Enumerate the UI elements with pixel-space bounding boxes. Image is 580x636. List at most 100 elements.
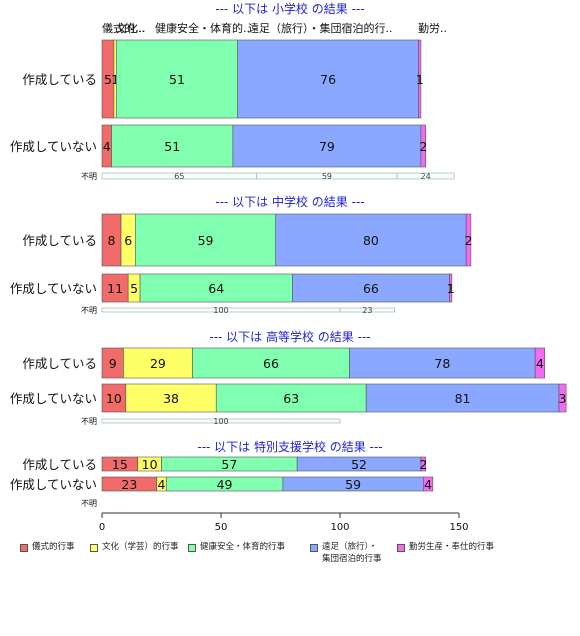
row-label: 作成していない bbox=[10, 139, 97, 154]
data-label: 10 bbox=[106, 391, 122, 406]
row-label: 作成している bbox=[22, 233, 97, 248]
data-label: 100 bbox=[213, 306, 228, 315]
data-label: 1 bbox=[111, 72, 119, 87]
x-tick-label: 100 bbox=[330, 522, 349, 533]
bar-segment bbox=[101, 273, 129, 303]
legend-swatch bbox=[310, 544, 318, 552]
data-label: 4 bbox=[424, 477, 432, 492]
data-label: 2 bbox=[419, 139, 427, 154]
header-category-label: 勤労.. bbox=[418, 21, 447, 35]
panel-title: --- 以下は 高等学校 の結果 --- bbox=[209, 329, 370, 344]
data-label: 51 bbox=[169, 72, 185, 87]
data-label: 23 bbox=[121, 477, 137, 492]
data-label: 51 bbox=[164, 139, 180, 154]
bar-segment bbox=[422, 476, 434, 492]
bar-segment bbox=[115, 39, 238, 119]
bar-segment bbox=[418, 39, 422, 119]
data-label: 57 bbox=[221, 457, 237, 472]
row-label-unknown: 不明 bbox=[81, 306, 97, 315]
legend-item: 遠足（旅行）・ 集団宿泊的行事 bbox=[310, 541, 382, 565]
data-label: 59 bbox=[322, 172, 332, 181]
data-label: 64 bbox=[208, 281, 224, 296]
bar-segment bbox=[101, 418, 341, 424]
data-label: 80 bbox=[363, 233, 379, 248]
row-label: 作成している bbox=[22, 457, 97, 472]
panel-title: --- 以下は 小学校 の結果 --- bbox=[215, 1, 364, 16]
bar-segment bbox=[465, 213, 472, 267]
data-label: 59 bbox=[345, 477, 361, 492]
data-label: 100 bbox=[213, 417, 228, 426]
legend-label: 勤労生産・奉仕的行事 bbox=[409, 542, 495, 552]
data-label: 2 bbox=[419, 457, 427, 472]
bar-segment bbox=[534, 347, 545, 379]
legend-swatch bbox=[20, 544, 28, 552]
bar-segment bbox=[232, 124, 422, 168]
legend-item: 儀式的行事 bbox=[20, 541, 75, 553]
data-label: 59 bbox=[198, 233, 214, 248]
data-label: 23 bbox=[362, 306, 372, 315]
data-label: 5 bbox=[104, 72, 112, 87]
data-label: 4 bbox=[158, 477, 166, 492]
legend-swatch bbox=[188, 544, 196, 552]
data-label: 11 bbox=[107, 281, 123, 296]
data-label: 81 bbox=[455, 391, 471, 406]
header-category-label: 儀式的... bbox=[102, 21, 146, 35]
data-label: 79 bbox=[319, 139, 335, 154]
data-label: 78 bbox=[434, 356, 450, 371]
bar-segment bbox=[139, 273, 293, 303]
row-label-unknown: 不明 bbox=[81, 499, 97, 508]
data-label: 9 bbox=[109, 356, 117, 371]
row-label: 作成していない bbox=[10, 281, 97, 296]
bar-segment bbox=[215, 383, 367, 413]
data-label: 29 bbox=[150, 356, 166, 371]
bar-segment bbox=[123, 347, 193, 379]
data-label: 5 bbox=[130, 281, 138, 296]
panel-title: --- 以下は 中学校 の結果 --- bbox=[215, 194, 364, 209]
data-label: 4 bbox=[103, 139, 111, 154]
bar-segment bbox=[192, 347, 350, 379]
data-label: 15 bbox=[112, 457, 128, 472]
data-label: 52 bbox=[351, 457, 367, 472]
legend-swatch bbox=[90, 544, 98, 552]
row-label: 作成している bbox=[22, 72, 97, 87]
data-label: 49 bbox=[217, 477, 233, 492]
row-label-unknown: 不明 bbox=[81, 172, 97, 181]
header-category-label: 健康安全・体育的.. bbox=[155, 21, 250, 35]
data-label: 38 bbox=[163, 391, 179, 406]
data-label: 65 bbox=[174, 172, 184, 181]
bar-segment bbox=[292, 273, 450, 303]
legend-label: 健康安全・体育的行事 bbox=[200, 542, 286, 552]
data-label: 6 bbox=[124, 233, 132, 248]
row-label: 作成していない bbox=[10, 391, 97, 406]
panel-title: --- 以下は 特別支援学校 の結果 --- bbox=[197, 439, 382, 454]
bar-segment bbox=[420, 456, 426, 472]
x-tick-label: 50 bbox=[215, 522, 228, 533]
data-label: 8 bbox=[108, 233, 116, 248]
bar-segment bbox=[449, 273, 453, 303]
row-label: 作成している bbox=[22, 356, 97, 371]
chart-legend: 儀式的行事 文化（学芸）的行事 健康安全・体育的行事 遠足（旅行）・ 集団宿泊的行事 勤… bbox=[20, 541, 575, 575]
bar-segment bbox=[420, 124, 426, 168]
bar-segment bbox=[396, 172, 455, 180]
legend-label: 遠足（旅行）・ 集団宿泊的行事 bbox=[322, 542, 382, 564]
bar-segment bbox=[275, 213, 467, 267]
legend-item: 勤労生産・奉仕的行事 bbox=[397, 541, 494, 553]
data-label: 2 bbox=[465, 233, 473, 248]
header-category-label: 文化.. bbox=[116, 21, 145, 35]
x-tick-label: 150 bbox=[449, 522, 468, 533]
data-label: 1 bbox=[416, 72, 424, 87]
bar-segment bbox=[339, 307, 396, 313]
data-label: 3 bbox=[559, 391, 567, 406]
bar-segment bbox=[365, 383, 560, 413]
legend-item: 健康安全・体育的行事 bbox=[188, 541, 285, 553]
data-label: 10 bbox=[142, 457, 158, 472]
header-category-label: 遠足（旅行）・集団宿泊的行.. bbox=[248, 21, 393, 35]
data-label: 63 bbox=[283, 391, 299, 406]
data-label: 4 bbox=[536, 356, 544, 371]
data-label: 66 bbox=[363, 281, 379, 296]
legend-label: 儀式的行事 bbox=[32, 542, 75, 552]
data-label: 24 bbox=[421, 172, 431, 181]
bar-segment bbox=[349, 347, 536, 379]
data-label: 1 bbox=[447, 281, 455, 296]
